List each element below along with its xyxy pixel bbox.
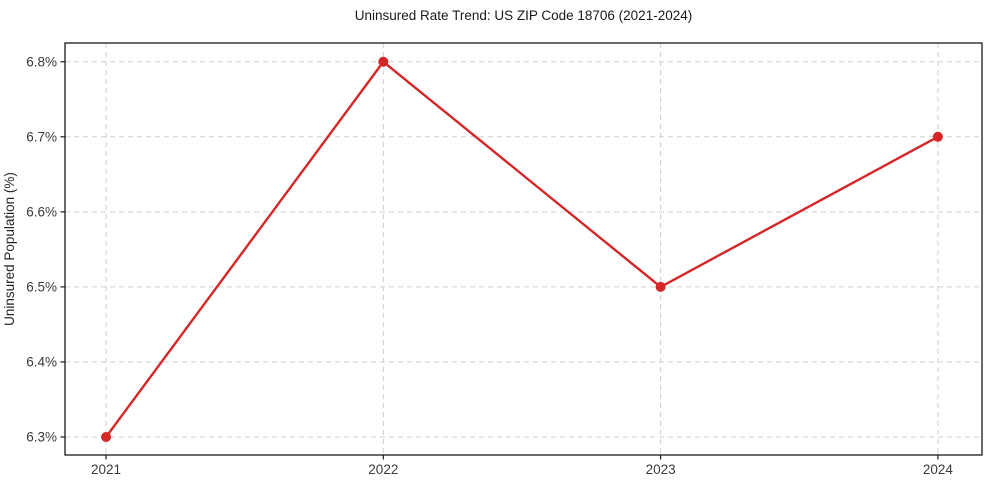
x-tick-label: 2023 [646, 462, 676, 477]
y-tick-label: 6.4% [26, 354, 57, 369]
y-axis-label: Uninsured Population (%) [2, 172, 17, 326]
data-point [378, 56, 389, 67]
x-tick-label: 2022 [368, 462, 398, 477]
y-tick-label: 6.7% [26, 129, 57, 144]
plot-border [64, 42, 983, 456]
data-point [101, 431, 112, 442]
x-tick-label: 2021 [91, 462, 121, 477]
y-tick-label: 6.5% [26, 279, 57, 294]
x-tick-label: 2024 [923, 462, 954, 477]
data-point [932, 131, 943, 142]
y-tick-label: 6.8% [26, 54, 57, 69]
chart-title: Uninsured Rate Trend: US ZIP Code 18706 … [355, 8, 692, 23]
y-tick-label: 6.3% [26, 429, 57, 444]
y-tick-label: 6.6% [26, 204, 57, 219]
trend-line [104, 60, 940, 439]
data-point [655, 281, 666, 292]
